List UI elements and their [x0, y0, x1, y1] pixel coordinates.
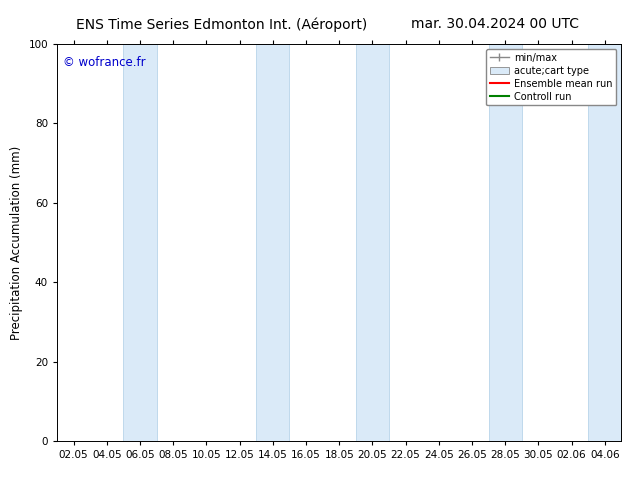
Bar: [124, 44, 157, 441]
Bar: [489, 44, 522, 441]
Text: © wofrance.fr: © wofrance.fr: [63, 56, 145, 69]
Legend: min/max, acute;cart type, Ensemble mean run, Controll run: min/max, acute;cart type, Ensemble mean …: [486, 49, 616, 105]
Bar: [588, 44, 621, 441]
Y-axis label: Precipitation Accumulation (mm): Precipitation Accumulation (mm): [10, 146, 23, 340]
Text: mar. 30.04.2024 00 UTC: mar. 30.04.2024 00 UTC: [411, 17, 578, 31]
Text: ENS Time Series Edmonton Int. (Aéroport): ENS Time Series Edmonton Int. (Aéroport): [76, 17, 368, 32]
Bar: [356, 44, 389, 441]
Bar: [256, 44, 289, 441]
